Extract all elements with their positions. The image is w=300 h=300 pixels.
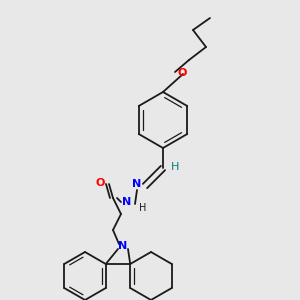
Text: O: O bbox=[177, 68, 186, 78]
Text: N: N bbox=[132, 179, 142, 189]
Text: N: N bbox=[122, 197, 132, 207]
Text: H: H bbox=[139, 203, 146, 213]
Text: H: H bbox=[171, 162, 179, 172]
Text: O: O bbox=[96, 178, 105, 188]
Text: N: N bbox=[118, 241, 127, 251]
